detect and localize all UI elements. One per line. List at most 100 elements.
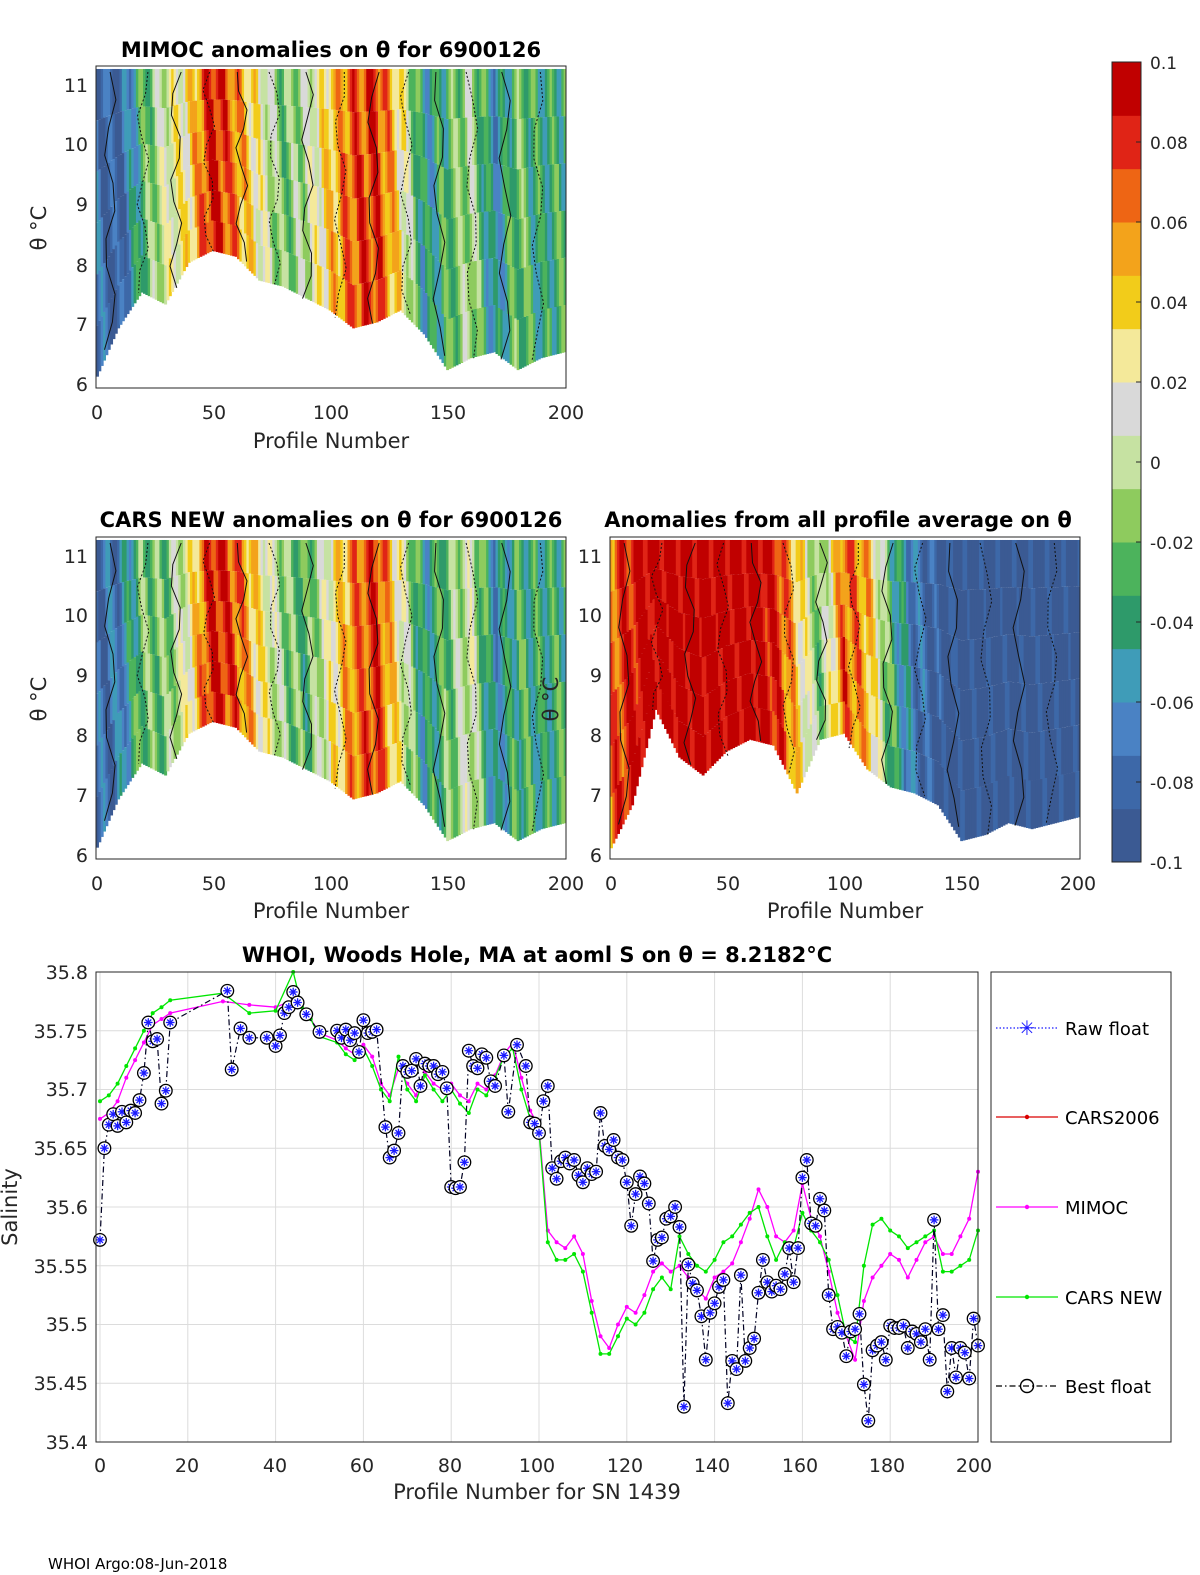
anomaly-cell (182, 607, 186, 642)
anomaly-cell (1009, 776, 1013, 824)
anomaly-cell (1065, 726, 1069, 774)
best-float-point (848, 1322, 863, 1337)
raw-float-star (122, 1118, 130, 1126)
best-float-point (540, 1079, 555, 1093)
anomaly-cell (769, 642, 773, 677)
anomaly-cell (96, 539, 99, 592)
anomaly-cell (241, 637, 245, 670)
anomaly-cell (145, 615, 149, 653)
cars-new-point (115, 1081, 120, 1086)
anomaly-cell (809, 687, 813, 725)
anomaly-cell (446, 740, 450, 791)
anomaly-cell (657, 569, 660, 599)
anomaly-cell (166, 539, 170, 579)
anomaly-cell (227, 193, 231, 225)
anomaly-cell (208, 692, 212, 724)
anomaly-cell (119, 539, 123, 583)
anomaly-cell (225, 539, 229, 571)
anomaly-cell (854, 681, 858, 717)
anomaly-cell (138, 182, 142, 221)
anomaly-cell (1030, 684, 1034, 733)
contour-line (531, 542, 545, 832)
anomaly-cell (1028, 539, 1032, 589)
anomaly-cell (272, 140, 276, 177)
anomaly-cell (462, 735, 466, 784)
anomaly-cell (361, 711, 365, 755)
anomaly-cell (267, 647, 271, 683)
raw-float-star (689, 1279, 697, 1287)
raw-float-star (302, 1010, 310, 1018)
anomaly-cell (833, 703, 837, 737)
anomaly-cell (215, 221, 219, 253)
anomaly-cell (882, 620, 886, 662)
anomaly-cell (338, 110, 341, 152)
anomaly-cell (293, 614, 297, 652)
anomaly-cell (309, 262, 313, 301)
anomaly-cell (689, 577, 693, 616)
anomaly-cell (399, 620, 403, 661)
anomaly-cell (823, 705, 827, 739)
anomaly-cell (253, 206, 257, 242)
anomaly-cell (427, 767, 431, 813)
anomaly-cell (382, 539, 386, 582)
anomaly-cell (399, 539, 403, 581)
anomaly-cell (774, 539, 778, 576)
anomaly-cell (453, 68, 457, 119)
anomaly-cell (255, 208, 259, 244)
anomaly-cell (488, 634, 492, 683)
anomaly-cell (880, 620, 884, 661)
anomaly-cell (117, 241, 121, 286)
anomaly-cell (542, 165, 546, 214)
anomaly-cell (429, 299, 433, 346)
anomaly-cell (453, 168, 457, 218)
anomaly-cell (333, 539, 337, 581)
anomaly-cell (114, 539, 118, 585)
avg-xtick: 200 (1060, 873, 1096, 895)
anomaly-cell (229, 602, 233, 634)
mimoc-point (967, 1216, 972, 1221)
anomaly-cell (913, 624, 917, 667)
anomaly-cell (312, 617, 316, 657)
contour-line (815, 542, 828, 740)
anomaly-cell (98, 68, 102, 120)
anomaly-cell (1054, 681, 1058, 729)
anomaly-cell (1068, 633, 1072, 680)
anomaly-cell (1063, 774, 1067, 821)
anomaly-cell (521, 689, 525, 740)
best-float-point (729, 1362, 744, 1377)
anomaly-cell (696, 694, 700, 734)
anomaly-cell (335, 151, 339, 193)
anomaly-cell (708, 654, 712, 693)
raw-float-star (864, 1417, 872, 1425)
anomaly-cell (356, 241, 360, 285)
anomaly-cell (389, 704, 393, 746)
anomaly-cell (286, 252, 290, 290)
anomaly-cell (638, 539, 642, 580)
anomaly-cell (474, 635, 478, 684)
anomaly-cell (521, 788, 525, 839)
anomaly-cell (241, 68, 245, 102)
anomaly-cell (225, 601, 229, 633)
anomaly-cell (359, 539, 363, 583)
anomaly-cell (887, 539, 891, 581)
anomaly-cell (403, 110, 407, 152)
anomaly-cell (314, 696, 318, 736)
anomaly-cell (523, 168, 527, 218)
anomaly-cell (239, 165, 243, 198)
anomaly-cell (276, 720, 280, 757)
anomaly-cell (807, 691, 811, 729)
anomaly-cell (563, 116, 566, 164)
anomaly-cell (173, 141, 177, 179)
anomaly-cell (246, 573, 250, 607)
anomaly-cell (640, 729, 644, 768)
anomaly-cell (293, 651, 297, 690)
anomaly-cell (173, 722, 177, 759)
anomaly-cell (204, 130, 208, 162)
anomaly-cell (946, 726, 949, 774)
anomaly-cell (439, 310, 443, 360)
anomaly-cell (563, 634, 566, 682)
anomaly-cell (821, 705, 825, 740)
anomaly-cell (173, 214, 177, 252)
anomaly-cell (767, 642, 771, 677)
cars-new-point (888, 1228, 893, 1233)
